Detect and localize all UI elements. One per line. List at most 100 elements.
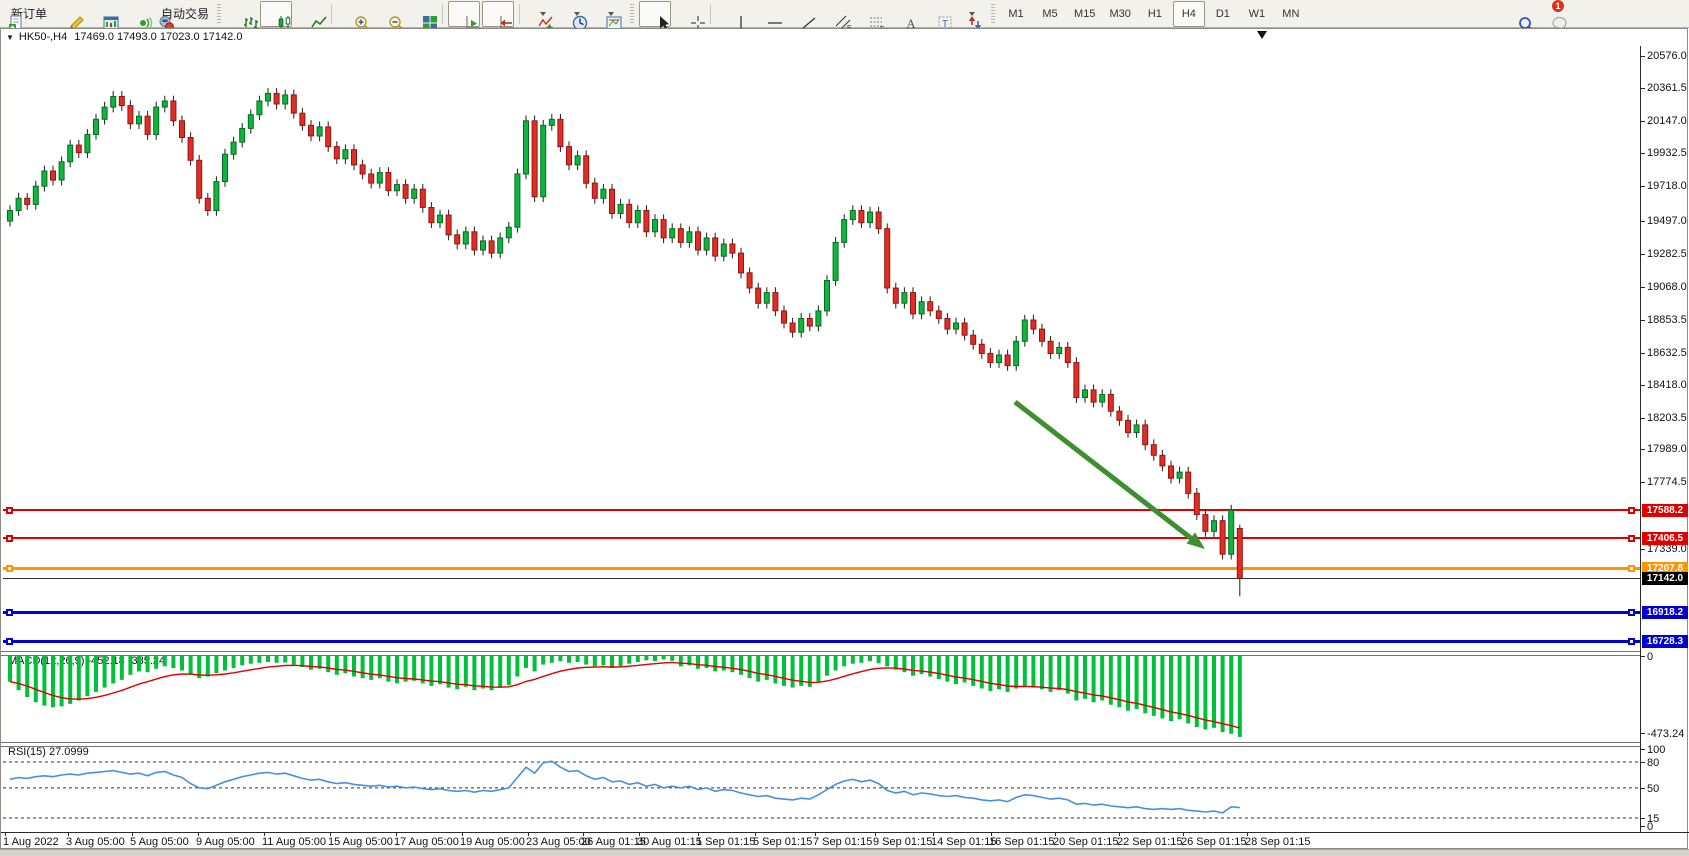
timeframe-label: M15 <box>1074 7 1096 20</box>
horizontal-line-object[interactable] <box>3 567 1640 570</box>
tf-m5-button[interactable]: M5 <box>1034 1 1066 27</box>
arrows-button[interactable] <box>954 1 986 30</box>
notifications-button[interactable]: 1 <box>1535 0 1567 33</box>
toolbar-grip[interactable] <box>630 3 635 24</box>
time-tick-label: 28 Sep 01:15 <box>1245 836 1311 848</box>
horizontal-line-object[interactable] <box>3 611 1640 614</box>
line-handle[interactable] <box>1628 535 1635 542</box>
chart-shift-button[interactable] <box>482 0 515 28</box>
line-handle[interactable] <box>6 565 13 572</box>
line-handle[interactable] <box>1628 638 1635 645</box>
text-label-button[interactable]: T <box>920 1 952 30</box>
toolbar-grip[interactable] <box>217 3 222 24</box>
zoom-out-button[interactable] <box>371 1 404 31</box>
rsi-tick-mark <box>1640 749 1645 750</box>
horizontal-line-object[interactable] <box>3 537 1640 539</box>
line-handle[interactable] <box>6 507 13 514</box>
price-tick-label: 19282.5 <box>1647 248 1687 260</box>
horizontal-line-object[interactable] <box>3 509 1640 511</box>
time-tick-label: 30 Aug 01:15 <box>637 836 702 848</box>
trend-arrow-annotation[interactable] <box>0 46 1640 652</box>
auto-scroll-button[interactable] <box>448 0 481 28</box>
price-tick-mark <box>1640 385 1645 386</box>
horizontal-line-button[interactable] <box>750 1 783 27</box>
timeframe-label: M30 <box>1109 7 1131 20</box>
price-tick-label: 20576.0 <box>1647 50 1687 62</box>
signals-button[interactable] <box>120 1 153 29</box>
price-tick-label: 19932.5 <box>1647 147 1687 159</box>
time-tick-label: 1 Sep 01:15 <box>696 836 756 848</box>
styler-button[interactable] <box>52 1 84 30</box>
tf-h1-button[interactable]: H1 <box>1139 1 1171 27</box>
rsi-panel-divider[interactable] <box>1 742 1640 747</box>
cursor-button[interactable] <box>639 0 672 30</box>
chart-window[interactable] <box>0 28 1688 849</box>
periods-button[interactable] <box>559 1 591 30</box>
time-tick-label: 15 Aug 05:00 <box>328 836 393 848</box>
crosshair-button[interactable] <box>673 1 706 30</box>
candlestick-chart-button[interactable] <box>260 0 293 30</box>
price-axis-line <box>1640 46 1641 832</box>
main-toolbar: 新订单 自动交易 EF A T M1 M5 M15 M30 H1 H4 D1 W1 MN <box>0 0 1689 32</box>
time-tick-mark <box>330 832 331 836</box>
macd-panel[interactable] <box>0 654 1640 743</box>
price-tick-mark <box>1640 121 1645 122</box>
price-tick-label: 19497.0 <box>1647 215 1687 227</box>
zoom-in-button[interactable] <box>337 1 370 31</box>
bar-chart-button[interactable] <box>226 1 259 29</box>
horizontal-line-object[interactable] <box>3 640 1640 643</box>
autotrading-button[interactable]: 自动交易 <box>154 1 212 31</box>
dropdown-caret-icon[interactable] <box>968 11 975 16</box>
vertical-line-button[interactable] <box>716 1 748 30</box>
tf-m15-button[interactable]: M15 <box>1068 1 1101 27</box>
templates-button[interactable] <box>593 1 625 29</box>
tf-mn-button[interactable]: MN <box>1275 1 1307 27</box>
indicators-button[interactable] <box>525 1 557 30</box>
price-tick-mark <box>1640 353 1645 354</box>
tf-m1-button[interactable]: M1 <box>1000 1 1032 27</box>
line-handle[interactable] <box>1628 507 1635 514</box>
tf-d1-button[interactable]: D1 <box>1207 1 1239 27</box>
time-tick-mark <box>991 832 992 836</box>
toolbar-grip[interactable] <box>991 3 996 24</box>
toolbar-right-group: 1 <box>1500 0 1568 33</box>
dropdown-caret-icon[interactable] <box>607 11 614 16</box>
price-chart[interactable] <box>0 46 1640 652</box>
line-handle[interactable] <box>6 535 13 542</box>
price-tick-label: 18853.5 <box>1647 314 1687 326</box>
line-handle[interactable] <box>6 609 13 616</box>
time-tick-mark <box>5 832 6 836</box>
macd-panel-divider[interactable] <box>1 651 1640 656</box>
rsi-level-label: 80 <box>1647 757 1660 769</box>
equidistant-channel-button[interactable]: E <box>818 1 852 32</box>
time-tick-mark <box>396 832 397 836</box>
dropdown-caret-icon[interactable] <box>539 11 546 16</box>
text-button[interactable]: A <box>886 1 918 31</box>
profiles-button[interactable] <box>86 1 119 29</box>
time-tick-label: 26 Aug 01:15 <box>581 836 646 848</box>
price-tick-label: 17339.0 <box>1647 543 1687 555</box>
window-menu-icon[interactable]: ▼ <box>6 32 14 42</box>
tf-m30-button[interactable]: M30 <box>1103 1 1136 27</box>
line-handle[interactable] <box>1628 565 1635 572</box>
tile-windows-button[interactable] <box>405 1 438 30</box>
dropdown-caret-icon[interactable] <box>573 11 580 16</box>
new-order-button[interactable]: 新订单 <box>4 1 50 31</box>
line-handle[interactable] <box>1628 609 1635 616</box>
line-chart-button[interactable] <box>294 1 327 27</box>
price-tick-label: 19718.0 <box>1647 180 1687 192</box>
tf-w1-button[interactable]: W1 <box>1241 1 1273 27</box>
search-button[interactable] <box>1501 2 1534 32</box>
notification-count-badge: 1 <box>1552 0 1564 12</box>
toolbar-separator <box>710 3 712 24</box>
time-tick-label: 17 Aug 05:00 <box>394 836 459 848</box>
toolbar-separator <box>519 3 521 24</box>
line-handle[interactable] <box>6 638 13 645</box>
time-tick-label: 20 Sep 01:15 <box>1053 836 1119 848</box>
time-tick-mark <box>1247 832 1248 836</box>
tf-h4-button[interactable]: H4 <box>1172 0 1205 27</box>
trendline-button[interactable] <box>784 1 816 28</box>
fibonacci-button[interactable]: F <box>852 1 884 32</box>
rsi-panel[interactable] <box>0 746 1640 832</box>
